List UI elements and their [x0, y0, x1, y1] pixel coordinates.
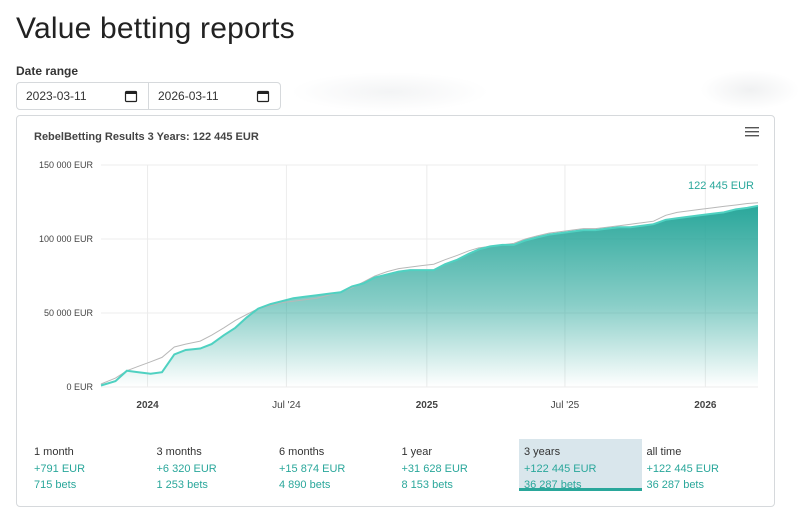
calendar-icon[interactable]	[256, 89, 270, 103]
period-tab-3-years[interactable]: 3 years +122 445 EUR 36 287 bets	[519, 439, 642, 491]
period-label: all time	[646, 446, 682, 458]
results-chart-card: RebelBetting Results 3 Years: 122 445 EU…	[16, 115, 775, 507]
period-tab-3-months[interactable]: 3 months +6 320 EUR 1 253 bets	[152, 439, 275, 491]
blurred-region	[700, 70, 800, 110]
x-tick-label: Jul '25	[551, 400, 580, 411]
period-amount: +31 628 EUR	[401, 462, 468, 475]
x-tick-label: 2026	[694, 400, 717, 411]
period-amount: +15 874 EUR	[279, 462, 346, 475]
x-tick-label: 2024	[136, 400, 159, 411]
date-range-label: Date range	[16, 64, 79, 78]
results-chart: 0 EUR 50 000 EUR 100 000 EUR 150 000 EUR 202…	[39, 160, 759, 411]
calendar-icon[interactable]	[124, 89, 138, 103]
period-label: 1 year	[401, 446, 433, 458]
period-label: 6 months	[279, 446, 325, 458]
period-bet-count: 1 253 bets	[156, 479, 208, 491]
hamburger-menu-icon[interactable]	[744, 125, 760, 139]
end-value-label: 122 445 EUR	[688, 180, 754, 192]
period-tab-6-months[interactable]: 6 months +15 874 EUR 4 890 bets	[274, 439, 397, 491]
period-tab-all-time[interactable]: all time +122 445 EUR 36 287 bets	[642, 439, 765, 491]
x-tick-label: Jul '24	[272, 400, 301, 411]
y-tick-label: 150 000 EUR	[39, 160, 94, 170]
period-amount: +122 445 EUR	[524, 462, 597, 475]
period-bet-count: 8 153 bets	[401, 479, 453, 491]
x-tick-label: 2025	[416, 400, 439, 411]
chart-title: RebelBetting Results 3 Years: 122 445 EU…	[34, 131, 259, 143]
start-date-value: 2023-03-11	[26, 89, 87, 103]
y-tick-label: 100 000 EUR	[39, 234, 94, 244]
period-bet-count: 715 bets	[34, 479, 77, 491]
period-amount: +122 445 EUR	[646, 462, 719, 475]
period-amount: +6 320 EUR	[156, 462, 217, 475]
period-tab-1-month[interactable]: 1 month +791 EUR 715 bets	[29, 439, 152, 491]
results-area	[101, 205, 758, 387]
date-range-picker: 2023-03-11 2026-03-11	[16, 82, 281, 110]
page-title: Value betting reports	[16, 12, 295, 45]
period-bet-count: 36 287 bets	[524, 479, 582, 491]
period-bet-count: 4 890 bets	[279, 479, 331, 491]
y-tick-label: 0 EUR	[66, 382, 93, 392]
comparison-line	[100, 202, 759, 385]
period-label: 3 months	[156, 446, 202, 458]
y-tick-label: 50 000 EUR	[44, 308, 94, 318]
period-amount: +791 EUR	[34, 462, 86, 475]
period-label: 3 years	[524, 446, 561, 458]
period-tabs: 1 month +791 EUR 715 bets 3 months +6 320 EU…	[29, 439, 764, 493]
end-date-input[interactable]: 2026-03-11	[148, 83, 280, 109]
period-tab-1-year[interactable]: 1 year +31 628 EUR 8 153 bets	[397, 439, 520, 491]
end-date-value: 2026-03-11	[158, 89, 219, 103]
period-bet-count: 36 287 bets	[646, 479, 705, 491]
period-label: 1 month	[34, 446, 74, 458]
results-line	[100, 204, 759, 387]
start-date-input[interactable]: 2023-03-11	[17, 83, 148, 109]
blurred-region	[290, 72, 490, 112]
